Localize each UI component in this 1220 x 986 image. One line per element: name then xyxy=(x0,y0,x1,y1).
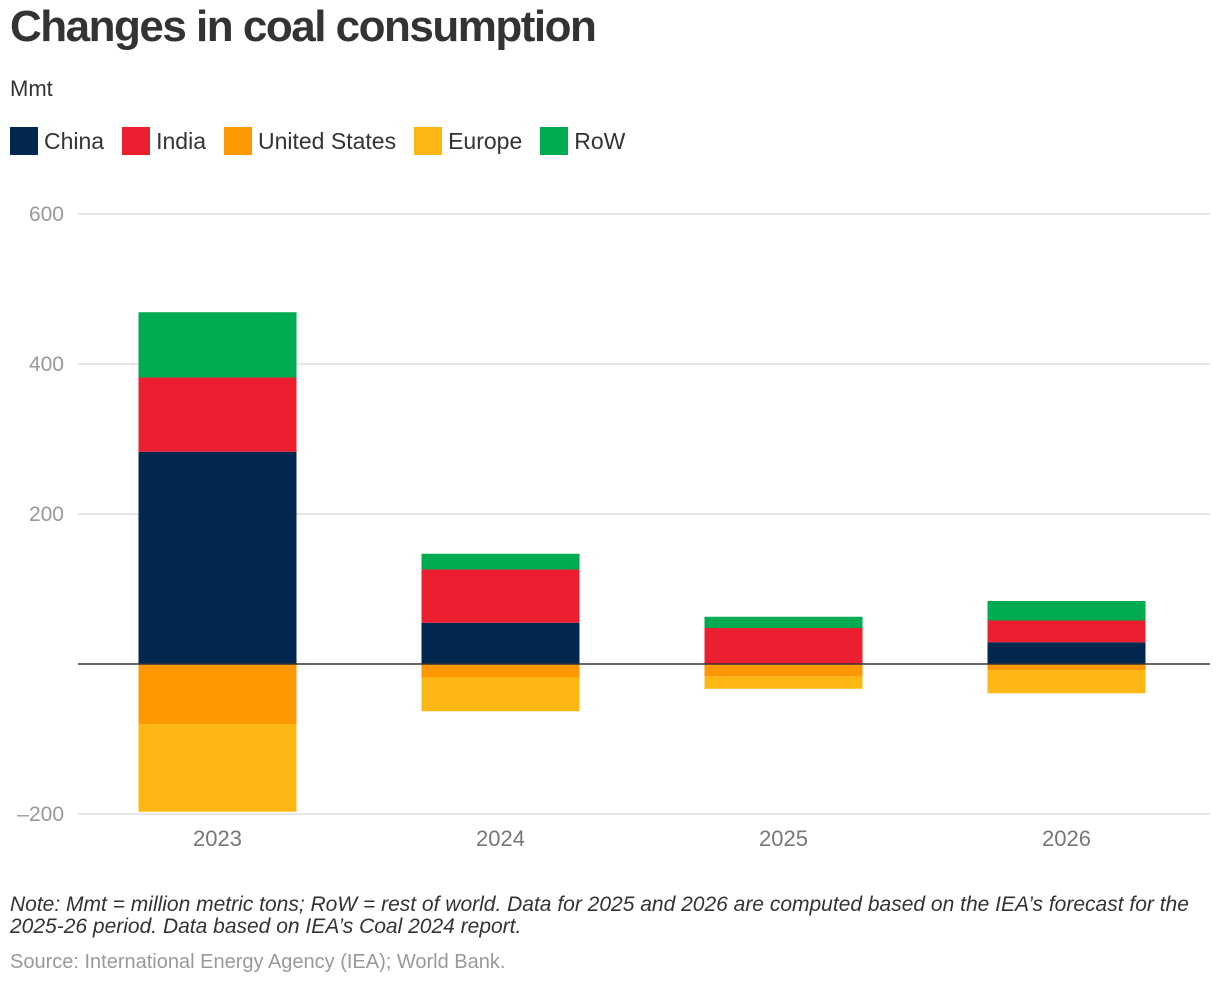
legend-label-india: India xyxy=(156,127,206,154)
bar-2026-united-states xyxy=(987,664,1146,670)
bar-2024-row xyxy=(421,553,580,570)
stacked-bar-chart: 600 400 200 –200 2023 2024 2025 2026 xyxy=(17,203,1210,851)
y-tick-label: 200 xyxy=(29,503,64,526)
legend-swatch-china xyxy=(10,127,38,155)
chart-title: Changes in coal consumption xyxy=(10,2,597,51)
bar-2024-europe xyxy=(421,677,580,712)
bar-2024-india xyxy=(421,569,580,623)
legend-item-china: China xyxy=(10,127,104,155)
legend-swatch-row xyxy=(540,127,569,155)
bar-2025-united-states xyxy=(704,664,863,677)
bar-2025-row xyxy=(704,616,863,628)
legend-item-india: India xyxy=(122,127,206,155)
legend-swatch-europe xyxy=(414,127,443,155)
legend-item-united-states: United States xyxy=(223,127,397,155)
x-tick-label-2023: 2023 xyxy=(193,826,242,851)
bar-2026-row xyxy=(987,601,1146,621)
bar-2023-united-states xyxy=(138,664,297,724)
legend-label-europe: Europe xyxy=(448,127,523,154)
legend-label-row: RoW xyxy=(574,127,626,154)
legend-item-europe: Europe xyxy=(414,127,522,155)
x-tick-label-2025: 2025 xyxy=(759,826,808,851)
y-tick-label: 400 xyxy=(29,353,64,376)
legend-swatch-india xyxy=(122,127,151,155)
bar-2026-china xyxy=(987,642,1146,664)
bar-2026-india xyxy=(987,620,1146,643)
chart-source: Source: International Energy Agency (IEA… xyxy=(10,951,506,973)
bar-2025-india xyxy=(704,628,863,664)
x-tick-label-2026: 2026 xyxy=(1042,826,1091,851)
y-tick-label: 600 xyxy=(29,203,64,226)
bar-2023-china xyxy=(138,451,297,664)
legend-swatch-united-states xyxy=(223,127,252,155)
bar-2023-row xyxy=(138,312,297,378)
bar-2023-europe xyxy=(138,724,297,812)
bar-2024-china xyxy=(421,622,580,664)
legend: China India United States Europe RoW xyxy=(10,127,643,155)
x-tick-label-2024: 2024 xyxy=(476,826,525,851)
bar-2025-europe xyxy=(704,676,863,689)
legend-item-row: RoW xyxy=(540,127,625,155)
bar-2024-united-states xyxy=(421,664,580,678)
bar-2023-india xyxy=(138,377,297,452)
chart-note: Note: Mmt = million metric tons; RoW = r… xyxy=(10,893,1189,938)
chart-subtitle: Mmt xyxy=(10,76,53,101)
bar-2026-europe xyxy=(987,670,1146,694)
y-tick-label: –200 xyxy=(17,803,64,826)
legend-label-china: China xyxy=(44,127,105,154)
legend-label-united-states: United States xyxy=(257,127,397,154)
